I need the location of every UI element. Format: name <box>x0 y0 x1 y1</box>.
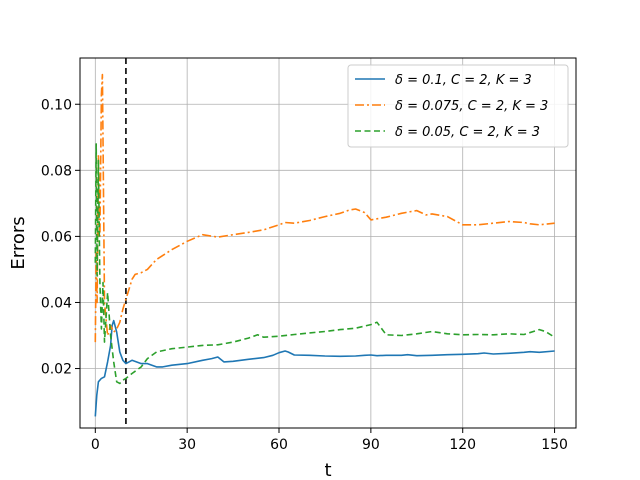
y-axis-ticks: 0.02 0.04 0.06 0.08 0.10 <box>41 97 80 378</box>
y-tick-label: 0.04 <box>41 295 72 311</box>
x-axis-ticks: 0 30 60 90 120 150 <box>91 428 568 453</box>
x-tick-label: 120 <box>449 437 476 453</box>
x-tick-label: 90 <box>362 437 380 453</box>
plot-frame <box>79 57 577 429</box>
y-tick-label: 0.02 <box>41 362 72 378</box>
x-tick-label: 150 <box>541 437 568 453</box>
legend-label-2: δ = 0.075, C = 2, K = 3 <box>395 99 548 114</box>
series-lines <box>94 73 556 417</box>
legend-label-1: δ = 0.1, C = 2, K = 3 <box>395 73 532 88</box>
y-tick-label: 0.08 <box>41 163 72 179</box>
x-tick-label: 60 <box>270 437 288 453</box>
legend-label-3: δ = 0.05, C = 2, K = 3 <box>395 125 540 140</box>
x-tick-label: 0 <box>91 437 100 453</box>
legend: δ = 0.1, C = 2, K = 3 δ = 0.075, C = 2, K… <box>347 64 569 148</box>
legend-box <box>347 64 569 148</box>
y-tick-label: 0.06 <box>41 229 72 245</box>
series-line-2 <box>94 73 555 343</box>
x-tick-label: 30 <box>178 437 196 453</box>
y-tick-label: 0.10 <box>41 97 72 113</box>
x-axis-label: t <box>324 460 331 480</box>
y-axis-label: Errors <box>8 216 29 269</box>
series-line-1 <box>94 319 555 417</box>
series-line-3 <box>94 143 556 385</box>
